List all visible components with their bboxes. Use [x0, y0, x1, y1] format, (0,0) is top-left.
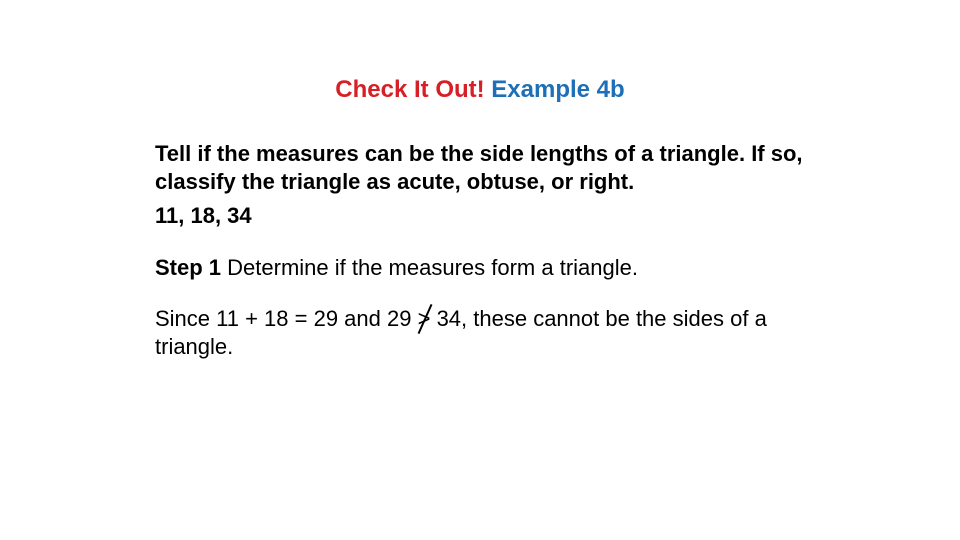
explanation: Since 11 + 18 = 29 and 29 > 34, these ca… [155, 305, 815, 361]
values-text: 11, 18, 34 [155, 202, 815, 230]
not-greater-icon: > [418, 305, 431, 333]
prompt-text: Tell if the measures can be the side len… [155, 140, 815, 196]
slide-title: Check It Out! Example 4b [0, 76, 960, 104]
title-blue: Example 4b [491, 76, 624, 103]
slide: Check It Out! Example 4b Tell if the mea… [0, 0, 960, 540]
step-line: Step 1 Determine if the measures form a … [155, 254, 815, 282]
step-label: Step 1 [155, 255, 221, 280]
content-block: Tell if the measures can be the side len… [155, 140, 815, 361]
title-red: Check It Out! [335, 76, 491, 103]
step-text: Determine if the measures form a triangl… [221, 255, 638, 280]
explain-pre: Since 11 + 18 = 29 and 29 [155, 306, 418, 331]
